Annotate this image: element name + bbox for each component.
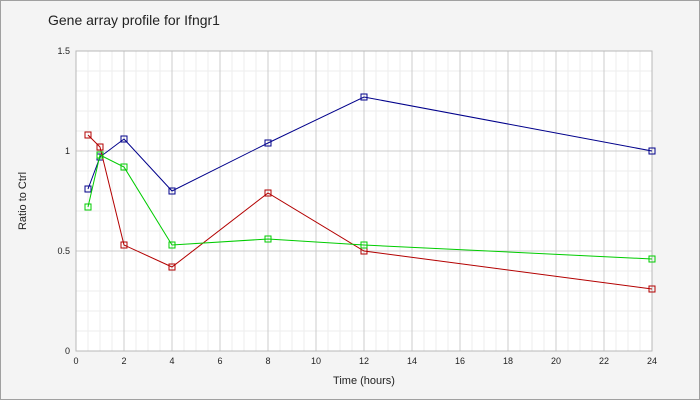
x-tick-label: 0 [73, 356, 78, 366]
y-axis-label: Ratio to Ctrl [17, 172, 29, 230]
data-point-marker [168, 241, 176, 249]
y-tick-label: 1.5 [57, 46, 70, 56]
series-line [87, 134, 653, 290]
data-point-marker [84, 185, 92, 193]
data-point-marker [264, 235, 272, 243]
x-axis-ticks: 0 2 4 6 8 10 12 14 16 18 20 22 24 [73, 356, 657, 366]
x-axis-label: Time (hours) [333, 375, 395, 387]
data-point-marker [360, 93, 368, 101]
data-point-marker [96, 143, 104, 151]
x-tick-label: 24 [647, 356, 657, 366]
data-point-marker [84, 203, 92, 211]
data-point-marker [96, 151, 104, 159]
y-axis-ticks: 0 0.5 1 1.5 [57, 46, 70, 356]
x-tick-label: 12 [359, 356, 369, 366]
x-tick-label: 10 [311, 356, 321, 366]
series-line [87, 154, 653, 260]
data-point-marker [168, 263, 176, 271]
x-tick-label: 18 [503, 356, 513, 366]
data-point-marker [648, 147, 656, 155]
y-tick-label: 1 [65, 146, 70, 156]
data-point-marker [84, 131, 92, 139]
data-point-marker [168, 187, 176, 195]
data-point-marker [360, 241, 368, 249]
x-tick-label: 16 [455, 356, 465, 366]
data-point-marker [120, 135, 128, 143]
y-tick-label: 0 [65, 346, 70, 356]
x-tick-label: 4 [169, 356, 174, 366]
y-tick-label: 0.5 [57, 246, 70, 256]
data-point-marker [264, 189, 272, 197]
series-layer [84, 93, 656, 293]
data-point-marker [120, 241, 128, 249]
x-tick-label: 2 [121, 356, 126, 366]
x-tick-label: 20 [551, 356, 561, 366]
series-2 [84, 131, 656, 293]
chart-title: Gene array profile for Ifngr1 [48, 12, 220, 28]
series-3 [84, 151, 656, 263]
x-tick-label: 8 [265, 356, 270, 366]
x-tick-label: 14 [407, 356, 417, 366]
x-tick-label: 6 [217, 356, 222, 366]
x-tick-label: 22 [599, 356, 609, 366]
data-point-marker [648, 255, 656, 263]
data-point-marker [648, 285, 656, 293]
data-point-marker [264, 139, 272, 147]
plot-border [75, 50, 653, 352]
data-point-marker [120, 163, 128, 171]
